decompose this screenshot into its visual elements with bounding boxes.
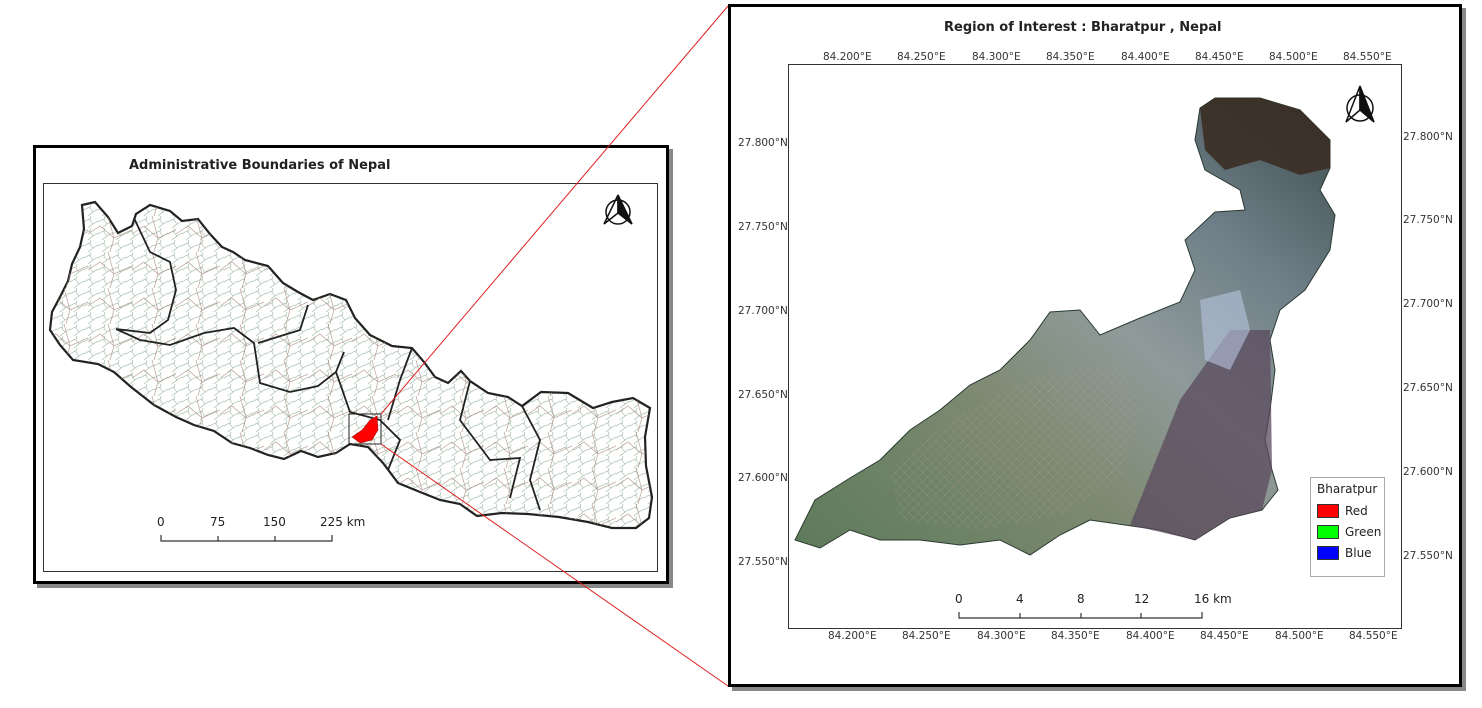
lat-tick-left: 27.550°N: [738, 556, 788, 568]
connector-bottom: [380, 443, 729, 687]
lon-tick-bottom: 84.250°E: [902, 630, 951, 642]
legend-label: Green: [1345, 524, 1382, 539]
right-scale-label-2: 8: [1077, 592, 1085, 606]
right-scale-label-0: 0: [955, 592, 963, 606]
legend-swatch-blue: [1317, 545, 1339, 560]
lon-tick-top: 84.200°E: [823, 51, 872, 63]
legend-item-red: Red: [1317, 500, 1384, 521]
lon-tick-bottom: 84.300°E: [977, 630, 1026, 642]
bharatpur-map-title: Region of Interest : Bharatpur , Nepal: [944, 20, 1222, 35]
lon-tick-top: 84.400°E: [1121, 51, 1170, 63]
left-scale-bar: [160, 535, 333, 542]
lat-tick-left: 27.700°N: [738, 305, 788, 317]
connector-top: [380, 5, 729, 415]
lon-tick-bottom: 84.350°E: [1051, 630, 1100, 642]
legend-item-blue: Blue: [1317, 542, 1384, 563]
north-arrow-icon: [1345, 85, 1375, 123]
lon-tick-top: 84.500°E: [1269, 51, 1318, 63]
right-scale-label-4: 16 km: [1194, 592, 1232, 606]
left-scale-label-0: 0: [157, 515, 165, 529]
lat-tick-right: 27.700°N: [1403, 298, 1453, 310]
lon-tick-bottom: 84.500°E: [1275, 630, 1324, 642]
right-scale-bar: [958, 612, 1203, 619]
lon-tick-bottom: 84.550°E: [1349, 630, 1398, 642]
lon-tick-top: 84.250°E: [897, 51, 946, 63]
lon-tick-top: 84.300°E: [972, 51, 1021, 63]
legend-swatch-green: [1317, 524, 1339, 539]
lat-tick-left: 27.600°N: [738, 472, 788, 484]
province-boundaries: [115, 217, 541, 511]
lat-tick-right: 27.650°N: [1403, 382, 1453, 394]
lon-tick-top: 84.350°E: [1046, 51, 1095, 63]
nepal-map-title: Administrative Boundaries of Nepal: [129, 158, 391, 173]
lat-tick-left: 27.800°N: [738, 137, 788, 149]
lat-tick-right: 27.550°N: [1403, 550, 1453, 562]
legend-swatch-red: [1317, 503, 1339, 518]
left-scale-label-3: 225 km: [320, 515, 366, 529]
right-scale-label-3: 12: [1134, 592, 1150, 606]
legend-title: Bharatpur: [1317, 482, 1378, 496]
lon-tick-top: 84.450°E: [1195, 51, 1244, 63]
lon-tick-top: 84.550°E: [1343, 51, 1392, 63]
left-scale-label-1: 75: [210, 515, 226, 529]
legend-label: Red: [1345, 503, 1368, 518]
lat-tick-right: 27.800°N: [1403, 131, 1453, 143]
left-scale-label-2: 150: [263, 515, 286, 529]
lon-tick-bottom: 84.400°E: [1126, 630, 1175, 642]
legend-label: Blue: [1345, 545, 1372, 560]
lat-tick-left: 27.750°N: [738, 221, 788, 233]
bharatpur-highlight: [351, 415, 379, 444]
right-scale-label-1: 4: [1016, 592, 1024, 606]
lon-tick-bottom: 84.450°E: [1200, 630, 1249, 642]
inset-box: [348, 413, 382, 445]
legend: Bharatpur Red Green Blue: [1310, 477, 1385, 577]
north-arrow-icon: [603, 194, 633, 225]
lat-tick-left: 27.650°N: [738, 389, 788, 401]
lat-tick-right: 27.600°N: [1403, 466, 1453, 478]
lat-tick-right: 27.750°N: [1403, 214, 1453, 226]
lon-tick-bottom: 84.200°E: [828, 630, 877, 642]
legend-item-green: Green: [1317, 521, 1384, 542]
